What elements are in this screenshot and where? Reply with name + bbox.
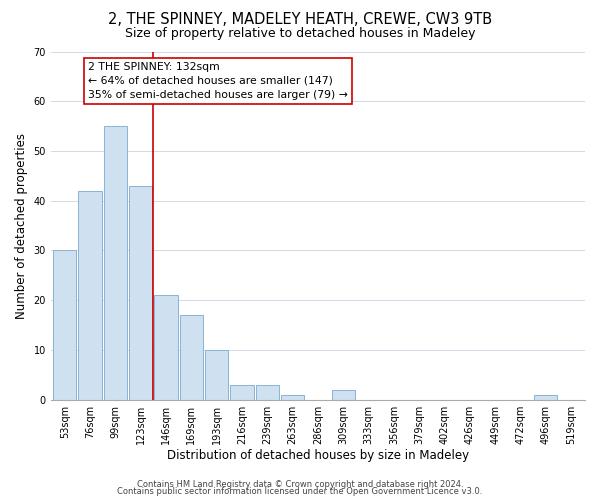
Bar xyxy=(79,191,101,400)
Text: Size of property relative to detached houses in Madeley: Size of property relative to detached ho… xyxy=(125,28,475,40)
Text: Contains HM Land Registry data © Crown copyright and database right 2024.: Contains HM Land Registry data © Crown c… xyxy=(137,480,463,489)
Text: Contains public sector information licensed under the Open Government Licence v3: Contains public sector information licen… xyxy=(118,487,482,496)
Bar xyxy=(534,394,557,400)
X-axis label: Distribution of detached houses by size in Madeley: Distribution of detached houses by size … xyxy=(167,450,469,462)
Bar xyxy=(104,126,127,400)
Text: 2, THE SPINNEY, MADELEY HEATH, CREWE, CW3 9TB: 2, THE SPINNEY, MADELEY HEATH, CREWE, CW… xyxy=(108,12,492,28)
Bar xyxy=(332,390,355,400)
Bar xyxy=(53,250,76,400)
Bar xyxy=(129,186,152,400)
Bar xyxy=(230,385,254,400)
Bar xyxy=(256,385,279,400)
Bar xyxy=(154,295,178,400)
Bar xyxy=(281,394,304,400)
Bar xyxy=(179,315,203,400)
Y-axis label: Number of detached properties: Number of detached properties xyxy=(15,132,28,318)
Text: 2 THE SPINNEY: 132sqm
← 64% of detached houses are smaller (147)
35% of semi-det: 2 THE SPINNEY: 132sqm ← 64% of detached … xyxy=(88,62,348,100)
Bar xyxy=(205,350,228,400)
